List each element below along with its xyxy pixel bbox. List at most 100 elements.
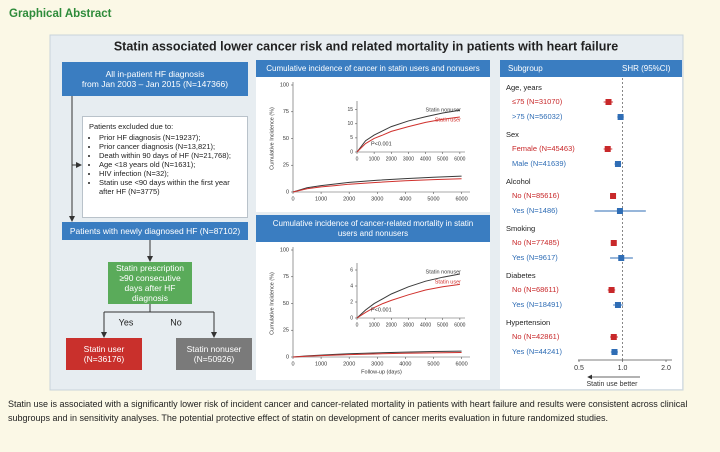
exclusion-item: Prior HF diagnosis (N=19237); xyxy=(99,133,241,142)
x-tick-label: 3000 xyxy=(403,322,414,328)
x-tick-label: 0 xyxy=(356,156,359,162)
flow-node: All in-patient HF diagnosis from Jan 200… xyxy=(62,62,248,96)
y-tick-label: 75 xyxy=(283,274,289,280)
legend-entry: Statin user xyxy=(435,117,461,123)
x-tick-label: 2000 xyxy=(343,361,355,367)
x-tick-label: 2000 xyxy=(343,196,355,202)
exclusion-item: Age <18 years old (N=1631); xyxy=(99,160,241,169)
series-line xyxy=(292,352,462,358)
forest-panel xyxy=(500,60,682,389)
estimate xyxy=(614,161,621,167)
x-axis-label: Follow-up (days) xyxy=(361,369,402,375)
edge-label: Yes xyxy=(119,317,134,327)
x-tick-label: 5000 xyxy=(427,361,439,367)
row-label: Female (N=45463) xyxy=(512,144,575,153)
y-tick-label: 25 xyxy=(283,328,289,334)
exclusion-item: Statin use <90 days within the first yea… xyxy=(99,178,241,196)
exclusions: Patients excluded due to: Prior HF diagn… xyxy=(82,116,248,218)
y-tick-label: 4 xyxy=(350,283,353,289)
estimate xyxy=(611,349,618,355)
x-tick-label: 1000 xyxy=(369,156,380,162)
x-tick-label: 5000 xyxy=(437,156,448,162)
x-tick-label: 1.0 xyxy=(618,365,628,372)
estimate xyxy=(610,334,617,340)
forest-header-label: Subgroup xyxy=(508,64,543,73)
node-line: All in-patient HF diagnosis xyxy=(105,69,205,79)
row-label: No (N=68611) xyxy=(512,285,559,294)
row-label: No (N=85616) xyxy=(512,191,560,200)
x-tick-label: 5000 xyxy=(427,196,439,202)
estimate xyxy=(614,302,621,308)
estimate xyxy=(617,114,624,120)
series-line xyxy=(356,109,460,153)
edge-label: No xyxy=(170,317,182,327)
row-label: No (N=42861) xyxy=(512,332,560,341)
exclusion-item: Death within 90 days of HF (N=21,768); xyxy=(99,151,241,160)
subgroup-name: Smoking xyxy=(506,224,535,233)
y-axis-label: Cumulative Incidence (%) xyxy=(269,272,275,335)
chart-area xyxy=(256,77,490,212)
x-tick-label: 3000 xyxy=(371,196,383,202)
x-tick-label: 0 xyxy=(291,196,294,202)
x-tick-label: 6000 xyxy=(455,196,467,202)
exclusion-item: Prior cancer diagnosis (N=13,821); xyxy=(99,142,241,151)
annotation: P<0.001 xyxy=(371,307,392,313)
subgroup-name: Sex xyxy=(506,130,519,139)
series-line xyxy=(356,116,460,153)
x-tick-label: 1000 xyxy=(369,322,380,328)
chart-title: Cumulative incidence of cancer in statin… xyxy=(256,60,490,77)
estimate xyxy=(608,287,615,293)
y-tick-label: 50 xyxy=(283,301,289,307)
estimate xyxy=(605,99,612,105)
x-tick-label: 4000 xyxy=(399,196,411,202)
estimate xyxy=(610,193,617,199)
estimate xyxy=(604,146,611,152)
row-label: Male (N=41639) xyxy=(512,159,566,168)
node-line: from Jan 2003 – Jan 2015 (N=147366) xyxy=(81,79,229,89)
x-tick-label: 5000 xyxy=(437,322,448,328)
panel-title: Statin associated lower cancer risk and … xyxy=(114,39,618,53)
series-line xyxy=(292,178,462,193)
row-label: ≤75 (N=31070) xyxy=(512,97,563,106)
x-tick-label: 4000 xyxy=(399,361,411,367)
row-label: Yes (N=18491) xyxy=(512,300,562,309)
y-tick-label: 2 xyxy=(350,299,353,305)
x-tick-label: 6000 xyxy=(455,361,467,367)
series-line xyxy=(292,175,462,193)
estimate xyxy=(610,240,617,246)
y-tick-label: 10 xyxy=(347,121,353,127)
annotation: P<0.001 xyxy=(371,141,392,147)
forest-header xyxy=(500,60,682,77)
row-label: No (N=77485) xyxy=(512,238,560,247)
y-tick-label: 5 xyxy=(350,135,353,141)
y-tick-label: 0 xyxy=(286,189,289,195)
header-title: Graphical Abstract xyxy=(9,8,112,20)
y-tick-label: 25 xyxy=(283,163,289,169)
x-tick-label: 4000 xyxy=(420,322,431,328)
series-line xyxy=(356,273,460,319)
legend-entry: Statin nonuser xyxy=(426,269,462,275)
x-tick-label: 3000 xyxy=(403,156,414,162)
series-line xyxy=(356,283,460,319)
row-label: >75 (N=56032) xyxy=(512,112,563,121)
legend-entry: Statin user xyxy=(435,279,461,285)
x-tick-label: 2000 xyxy=(386,322,397,328)
flow-node: Statin user (N=36176) xyxy=(66,338,142,370)
x-tick-label: 6000 xyxy=(454,156,465,162)
estimate xyxy=(618,255,625,261)
x-axis-label: Statin use better xyxy=(587,381,639,388)
exclusions-heading: Patients excluded due to: xyxy=(89,122,174,131)
x-tick-label: 1000 xyxy=(315,196,327,202)
y-tick-label: 0 xyxy=(350,315,353,321)
subgroup-name: Alcohol xyxy=(506,177,531,186)
x-tick-label: 0 xyxy=(291,361,294,367)
exclusion-item: HIV infection (N=32); xyxy=(99,169,241,178)
x-tick-label: 4000 xyxy=(420,156,431,162)
flow-arrows xyxy=(69,96,217,338)
y-tick-label: 0 xyxy=(350,149,353,155)
y-tick-label: 100 xyxy=(280,82,289,88)
x-tick-label: 1000 xyxy=(315,361,327,367)
y-tick-label: 6 xyxy=(350,267,353,273)
